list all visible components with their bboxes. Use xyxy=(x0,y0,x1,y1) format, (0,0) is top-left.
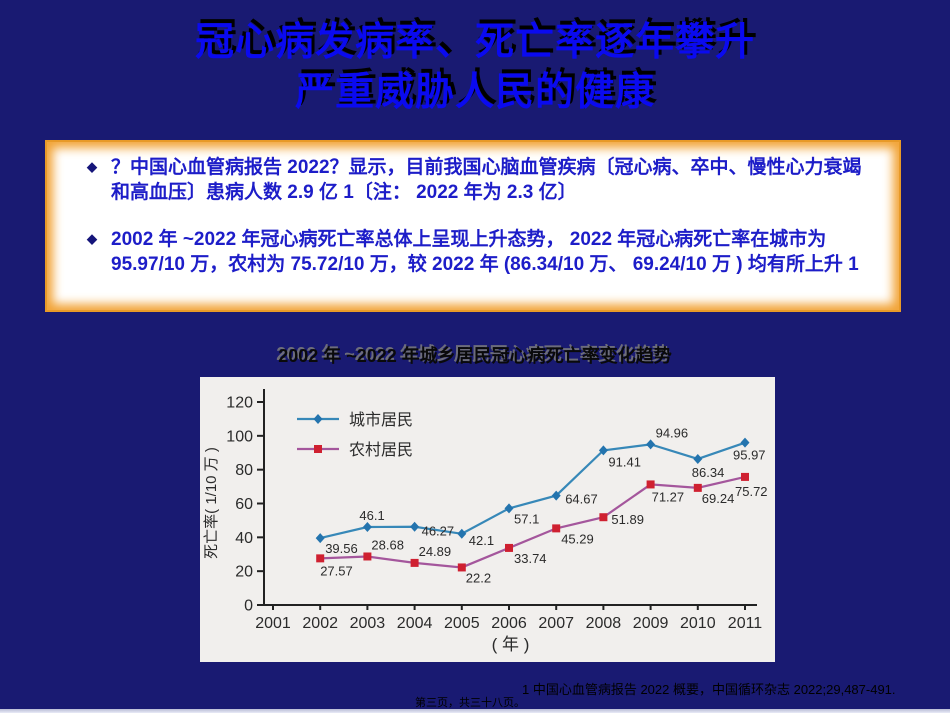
svg-text:100: 100 xyxy=(226,428,253,445)
svg-text:71.27: 71.27 xyxy=(652,489,685,504)
svg-text:46.1: 46.1 xyxy=(359,508,384,523)
svg-text:24.89: 24.89 xyxy=(419,544,452,559)
svg-text:57.1: 57.1 xyxy=(514,511,539,526)
chart-caption: 2002 年 ~2022 年城乡居民冠心病死亡率变化趋势 xyxy=(278,346,672,366)
svg-text:2001: 2001 xyxy=(255,615,291,632)
svg-text:2008: 2008 xyxy=(586,615,622,632)
svg-text:27.57: 27.57 xyxy=(320,563,353,578)
svg-text:死亡率( 1/10 万 ): 死亡率( 1/10 万 ) xyxy=(203,447,220,559)
svg-text:64.67: 64.67 xyxy=(565,492,598,507)
reference-footnote: 1 中国心血管病报告 2022 概要，中国循环杂志 2022;29,487-49… xyxy=(522,682,896,697)
page-title-line2: 严重威胁人民的健康 xyxy=(294,71,655,114)
svg-text:20: 20 xyxy=(235,564,253,581)
diamond-bullet-icon: ◆ xyxy=(87,231,97,246)
svg-text:农村居民: 农村居民 xyxy=(349,441,413,459)
svg-text:28.68: 28.68 xyxy=(371,537,404,552)
info-box: ◆ ？中国心血管病报告 2022？显示，目前我国心脑血管疾病〔冠心病、卒中、慢性… xyxy=(45,140,901,312)
svg-text:86.34: 86.34 xyxy=(692,465,725,480)
svg-text:45.29: 45.29 xyxy=(561,531,594,546)
svg-text:120: 120 xyxy=(226,395,253,412)
bullet-text: ？中国心血管病报告 2022？显示，目前我国心脑血管疾病〔冠心病、卒中、慢性心力… xyxy=(111,157,862,203)
svg-text:2006: 2006 xyxy=(491,615,527,632)
svg-text:39.56: 39.56 xyxy=(325,541,358,556)
page-title: 冠心病发病率、死亡率逐年攀升 严重威胁人民的健康 xyxy=(0,18,950,118)
svg-text:( 年 ): ( 年 ) xyxy=(492,635,530,654)
svg-text:80: 80 xyxy=(235,462,253,479)
svg-text:2002: 2002 xyxy=(302,615,338,632)
svg-text:2010: 2010 xyxy=(680,615,716,632)
page-number-label: 第三页，共三十八页。 xyxy=(415,697,525,709)
svg-text:69.24: 69.24 xyxy=(702,491,735,506)
svg-text:42.1: 42.1 xyxy=(469,533,494,548)
bullet-item: ◆ ？中国心血管病报告 2022？显示，目前我国心脑血管疾病〔冠心病、卒中、慢性… xyxy=(85,155,873,205)
svg-text:33.74: 33.74 xyxy=(514,551,547,566)
svg-text:城市居民: 城市居民 xyxy=(349,411,413,429)
svg-text:2004: 2004 xyxy=(397,615,433,632)
svg-text:91.41: 91.41 xyxy=(608,454,641,469)
svg-text:46.27: 46.27 xyxy=(422,524,455,539)
svg-text:94.96: 94.96 xyxy=(656,425,689,440)
svg-text:75.72: 75.72 xyxy=(735,484,768,499)
svg-text:60: 60 xyxy=(235,496,253,513)
bottom-strip xyxy=(0,709,950,713)
svg-text:0: 0 xyxy=(244,598,253,615)
bullet-item: ◆ 2002 年 ~2022 年冠心病死亡率总体上呈现上升态势， 2022 年冠… xyxy=(85,227,873,277)
svg-text:95.97: 95.97 xyxy=(733,448,766,463)
svg-text:2011: 2011 xyxy=(728,615,763,632)
mortality-trend-chart: 0 20 40 60 80 100 120 2001 2002 2003 2004 2005 2006 2… xyxy=(203,389,768,654)
svg-text:51.89: 51.89 xyxy=(611,512,644,527)
svg-text:40: 40 xyxy=(235,530,253,547)
page-title-line1: 冠心病发病率、死亡率逐年攀升 xyxy=(194,21,755,64)
chart-panel: 0 20 40 60 80 100 120 2001 2002 2003 2004 2005 2006 2… xyxy=(200,377,775,662)
bullet-text: 2002 年 ~2022 年冠心病死亡率总体上呈现上升态势， 2022 年冠心病… xyxy=(111,229,859,275)
svg-text:22.2: 22.2 xyxy=(466,570,491,585)
svg-text:2003: 2003 xyxy=(350,615,386,632)
svg-text:2005: 2005 xyxy=(444,615,480,632)
svg-text:2007: 2007 xyxy=(538,615,574,632)
svg-text:2009: 2009 xyxy=(633,615,669,632)
diamond-bullet-icon: ◆ xyxy=(87,159,97,174)
